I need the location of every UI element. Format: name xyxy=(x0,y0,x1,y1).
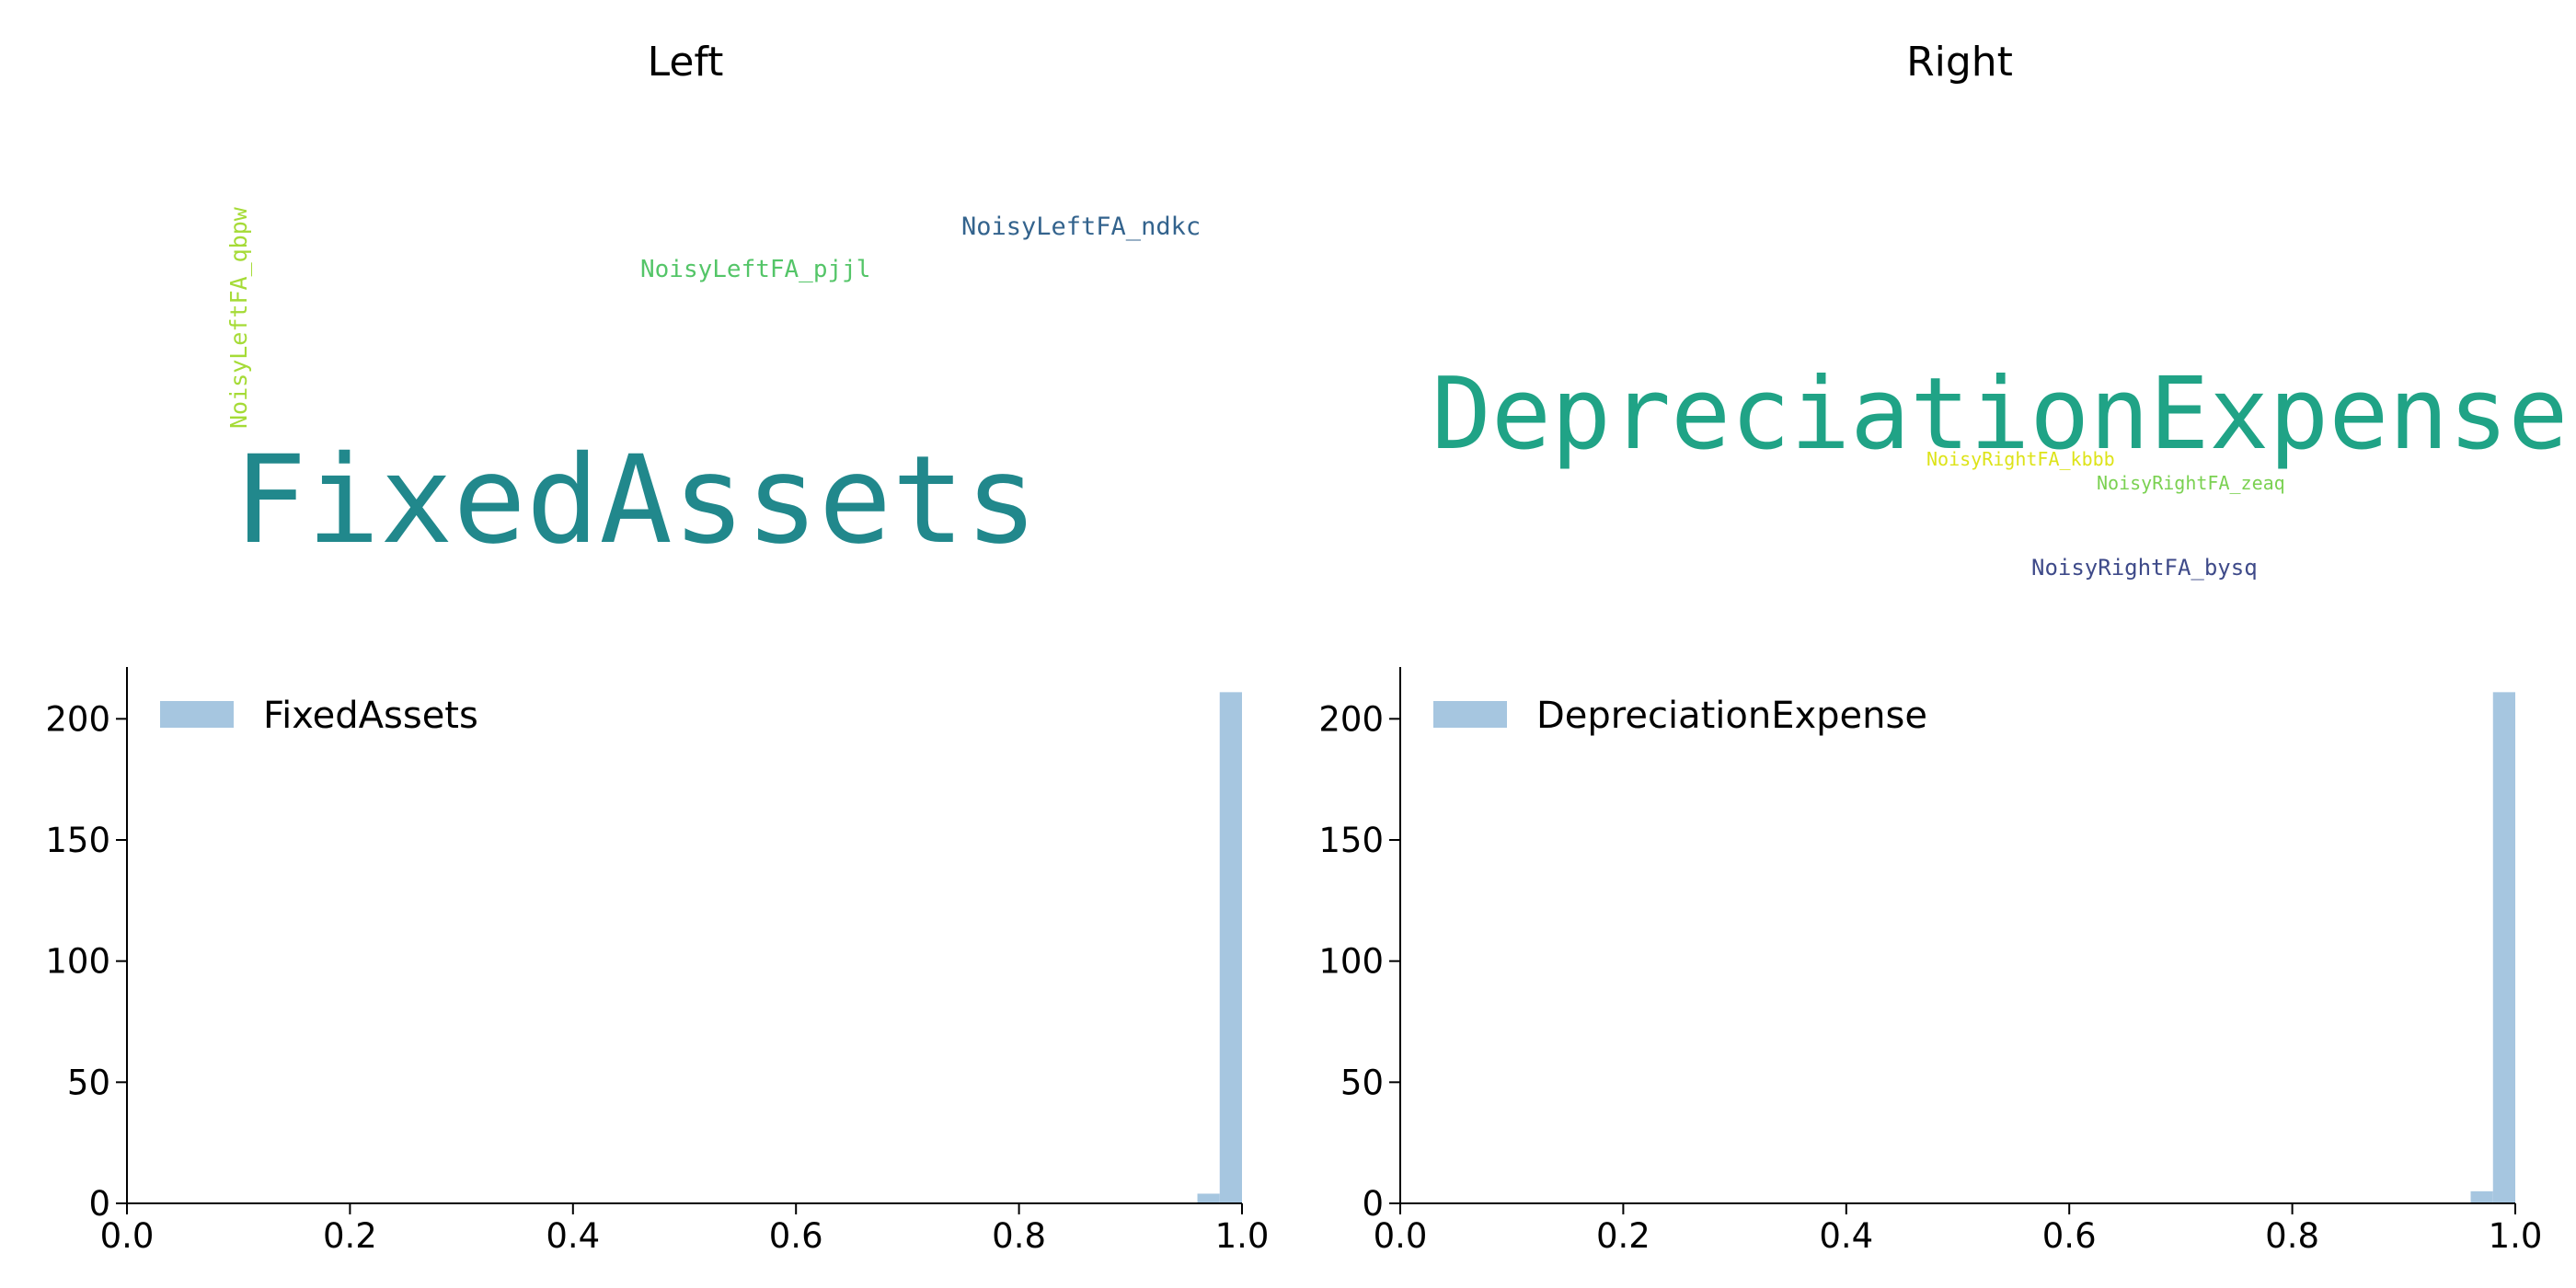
cloud-word: NoisyRightFA_zeaq xyxy=(2097,472,2285,494)
x-tick-label: 0.8 xyxy=(2265,1216,2319,1256)
x-tick-label: 0.0 xyxy=(1374,1216,1428,1256)
legend-label: DepreciationExpense xyxy=(1536,695,1927,737)
y-tick-label: 100 xyxy=(1318,942,1384,982)
cloud-word: NoisyRightFA_bysq xyxy=(2031,555,2258,581)
x-tick-label: 0.2 xyxy=(323,1216,377,1256)
x-tick-label: 1.0 xyxy=(2489,1216,2543,1256)
x-tick-label: 0.6 xyxy=(769,1216,823,1256)
x-tick-label: 1.0 xyxy=(1215,1216,1270,1256)
y-tick-label: 0 xyxy=(1362,1184,1384,1224)
cloud-word: NoisyLeftFA_pjjl xyxy=(640,256,871,283)
x-tick-label: 0.6 xyxy=(2042,1216,2097,1256)
cloud-word: DepreciationExpense xyxy=(1432,357,2569,472)
histogram-bar xyxy=(2470,1190,2493,1203)
y-tick-label: 0 xyxy=(88,1184,110,1224)
right-panel-title: Right xyxy=(1906,39,2013,86)
cloud-word: FixedAssets xyxy=(234,430,1039,571)
legend-swatch xyxy=(160,701,234,728)
y-tick-label: 50 xyxy=(1340,1063,1384,1102)
histogram-bar xyxy=(2492,692,2515,1203)
x-tick-label: 0.2 xyxy=(1596,1216,1650,1256)
x-tick-label: 0.8 xyxy=(992,1216,1046,1256)
y-tick-label: 150 xyxy=(1318,821,1384,860)
cloud-word: NoisyRightFA_kbbb xyxy=(1926,448,2115,470)
y-tick-label: 200 xyxy=(1318,699,1384,739)
legend-swatch xyxy=(1433,701,1507,728)
y-tick-label: 200 xyxy=(45,699,110,739)
x-tick-label: 0.4 xyxy=(546,1216,600,1256)
histogram-bar xyxy=(1197,1193,1220,1203)
histogram-bar xyxy=(1219,692,1242,1203)
y-tick-label: 100 xyxy=(45,942,110,982)
legend-label: FixedAssets xyxy=(263,695,478,737)
y-tick-label: 50 xyxy=(67,1063,110,1102)
x-tick-label: 0.0 xyxy=(100,1216,155,1256)
y-tick-label: 150 xyxy=(45,821,110,860)
cloud-word: NoisyLeftFA_ndkc xyxy=(961,213,1202,241)
x-tick-label: 0.4 xyxy=(1819,1216,1873,1256)
left-panel-title: Left xyxy=(647,39,724,86)
